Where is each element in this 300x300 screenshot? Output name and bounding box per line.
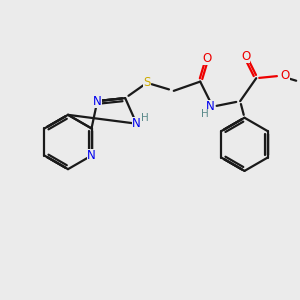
Text: S: S: [143, 76, 151, 89]
Text: N: N: [87, 149, 96, 162]
Text: H: H: [201, 109, 208, 118]
Text: N: N: [132, 117, 141, 130]
Text: O: O: [280, 69, 289, 82]
Text: N: N: [93, 94, 102, 107]
Text: O: O: [202, 52, 212, 65]
Text: N: N: [206, 100, 215, 113]
Text: H: H: [141, 113, 148, 123]
Text: O: O: [241, 50, 250, 63]
